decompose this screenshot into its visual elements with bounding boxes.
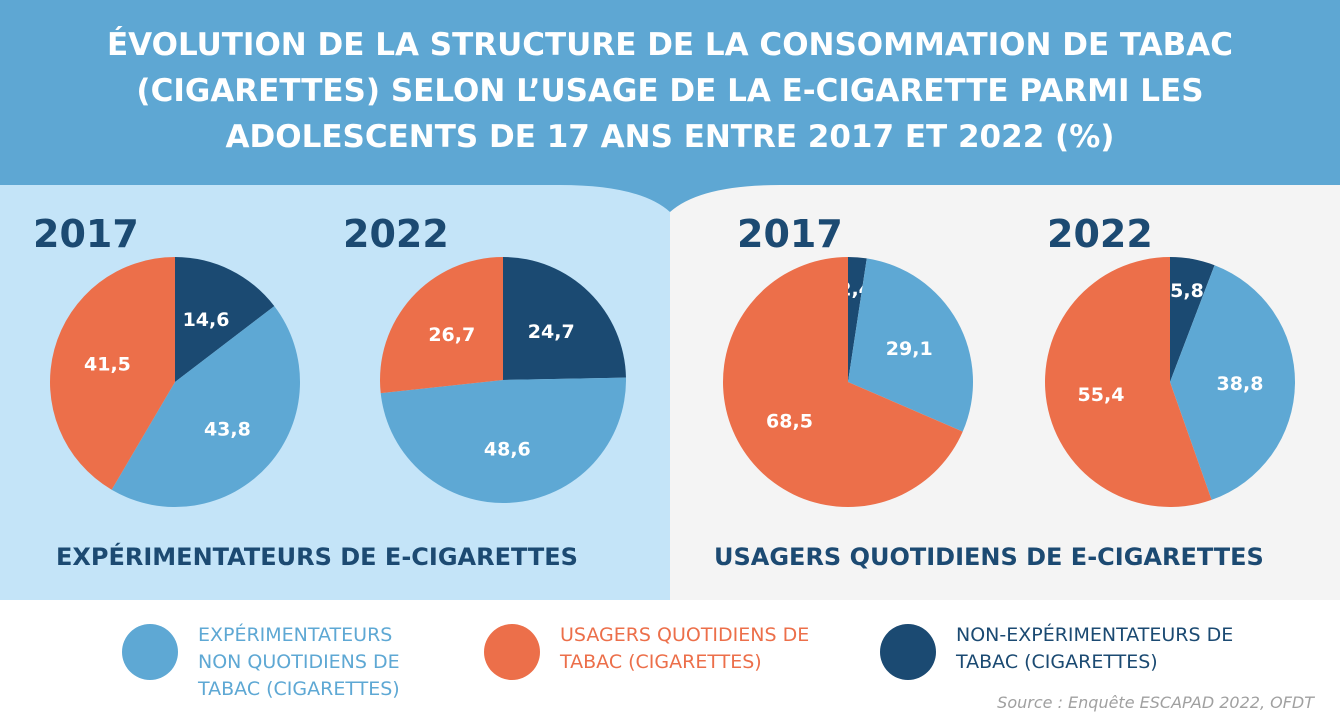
notch-shape bbox=[560, 185, 780, 212]
data-label: 29,1 bbox=[886, 338, 933, 360]
data-label: 68,5 bbox=[766, 410, 813, 432]
source-note: Source : Enquête ESCAPAD 2022, OFDT bbox=[997, 693, 1314, 712]
chart-title: ÉVOLUTION DE LA STRUCTURE DE LA CONSOMMA… bbox=[106, 27, 1234, 155]
data-label: 5,8 bbox=[1170, 280, 1204, 302]
pie-slice bbox=[1170, 257, 1215, 382]
data-label: 43,8 bbox=[204, 418, 251, 440]
pie-slice bbox=[1045, 257, 1212, 508]
pie-slice bbox=[722, 257, 963, 507]
legend-swatch bbox=[122, 624, 178, 680]
data-label: 55,4 bbox=[1078, 384, 1125, 406]
pie-slice bbox=[848, 257, 867, 382]
header-notch bbox=[560, 185, 780, 212]
data-label: 26,7 bbox=[428, 324, 475, 346]
year-label: 2022 bbox=[1047, 212, 1153, 256]
pie-slice bbox=[49, 257, 175, 490]
pie-slice bbox=[175, 257, 275, 382]
pie-slice bbox=[848, 258, 974, 432]
data-label: 14,6 bbox=[183, 309, 230, 331]
group-label: USAGERS QUOTIDIENS DE E-CIGARETTES bbox=[714, 543, 1264, 571]
data-label: 38,8 bbox=[1217, 373, 1264, 395]
year-label: 2017 bbox=[33, 212, 139, 256]
legend-item: NON-EXPÉRIMENTATEURS DE TABAC (CIGARETTE… bbox=[880, 622, 1246, 680]
legend-item: USAGERS QUOTIDIENS DE TABAC (CIGARETTES) bbox=[484, 622, 830, 680]
legend-swatch bbox=[880, 624, 936, 680]
legend-swatch bbox=[484, 624, 540, 680]
legend-item: EXPÉRIMENTATEURS NON QUOTIDIENS DE TABAC… bbox=[122, 622, 428, 703]
pie-slice bbox=[380, 257, 503, 394]
pie-charts: 14,643,841,524,748,626,72,429,168,55,838… bbox=[49, 257, 1296, 508]
data-label: 24,7 bbox=[528, 321, 575, 343]
pie-slice bbox=[111, 306, 301, 508]
year-label: 2022 bbox=[343, 212, 449, 256]
pie-slice bbox=[380, 377, 626, 503]
legend-label: NON-EXPÉRIMENTATEURS DE TABAC (CIGARETTE… bbox=[956, 624, 1234, 673]
legend-label: EXPÉRIMENTATEURS NON QUOTIDIENS DE TABAC… bbox=[198, 624, 400, 700]
pie-slice bbox=[1170, 265, 1296, 500]
pie-slice bbox=[503, 257, 626, 380]
group-label: EXPÉRIMENTATEURS DE E-CIGARETTES bbox=[56, 543, 578, 571]
data-label: 48,6 bbox=[484, 439, 531, 461]
header-band bbox=[0, 0, 1340, 185]
data-label: 41,5 bbox=[84, 354, 131, 376]
year-label: 2017 bbox=[737, 212, 843, 256]
legend-label: USAGERS QUOTIDIENS DE TABAC (CIGARETTES) bbox=[560, 624, 810, 673]
